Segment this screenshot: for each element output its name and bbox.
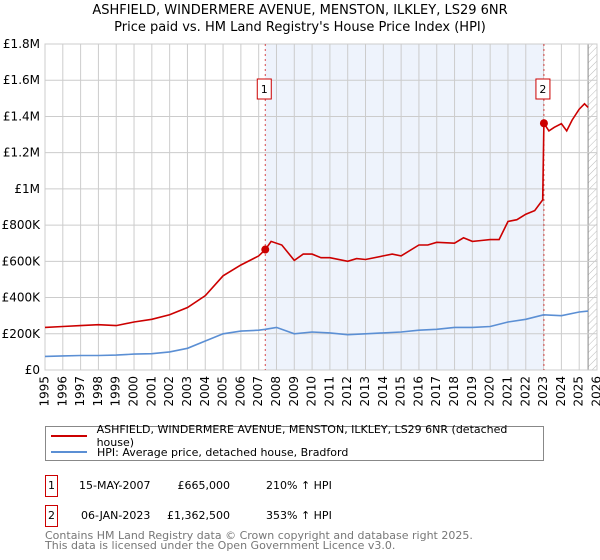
x-tick-label: 2011 [322, 376, 336, 407]
transaction-date: 15-MAY-2007 [79, 479, 151, 492]
sale-label-box [256, 78, 272, 100]
x-tick-label: 2009 [287, 376, 301, 407]
x-tick-label: 1998 [91, 376, 105, 407]
sale-label: 2 [539, 83, 546, 96]
y-tick-label: £1M [14, 182, 40, 196]
x-tick-label: 2018 [447, 376, 461, 407]
x-tick-label: 2016 [411, 376, 425, 407]
y-tick-label: £600K [2, 254, 42, 268]
transaction-price: £665,000 [177, 479, 231, 492]
x-tick-label: 1997 [73, 376, 87, 407]
y-tick-label: £1.4M [3, 109, 40, 123]
legend-label-hpi: HPI: Average price, detached house, Brad… [97, 445, 349, 459]
x-tick-label: 1999 [109, 376, 123, 407]
transaction-hpi: 210% ↑ HPI [266, 479, 332, 492]
chart-subtitle: Price paid vs. HM Land Registry's House … [114, 20, 486, 35]
plot-frame [44, 43, 598, 371]
sale-point [261, 245, 270, 254]
property-price-line [44, 102, 589, 329]
price-chart: 1995 1996 1997 1998 1999 2000 2001 2002 2003 2004… [2, 37, 600, 407]
legend-item-property: ASHFIELD, WINDERMERE AVENUE, MENSTON, IL… [46, 423, 543, 449]
x-tick-label: 2022 [518, 376, 532, 407]
x-tick-label: 2012 [340, 376, 354, 407]
x-tick-label: 2005 [216, 376, 230, 407]
sale-point [539, 119, 548, 128]
sale-label-box [535, 78, 551, 100]
transaction-badge: 2 [45, 505, 58, 527]
chart-title: ASHFIELD, WINDERMERE AVENUE, MENSTON, IL… [92, 3, 508, 18]
sale-label: 1 [261, 83, 268, 96]
legend-item-hpi: HPI: Average price, detached house, Brad… [46, 444, 348, 460]
x-tick-label: 2000 [127, 376, 141, 407]
x-tick-label: 2015 [394, 376, 408, 407]
transaction-date: 06-JAN-2023 [81, 509, 151, 522]
x-tick-label: 2020 [483, 376, 497, 407]
transaction-price: £1,362,500 [167, 509, 230, 522]
x-tick-label: 2025 [572, 376, 586, 407]
transaction-hpi: 353% ↑ HPI [266, 509, 332, 522]
y-tick-label: £1.6M [3, 73, 40, 87]
footer-licence: This data is licensed under the Open Gov… [45, 539, 396, 552]
x-tick-label: 2001 [144, 376, 158, 407]
x-tick-label: 2023 [536, 376, 550, 407]
x-tick-label: 2007 [251, 376, 265, 407]
footer-copyright: Contains HM Land Registry data © Crown c… [45, 529, 473, 542]
y-tick-label: £800K [2, 218, 42, 232]
forecast-hatch [588, 44, 597, 370]
x-tick-label: 2014 [376, 376, 390, 407]
hpi-line [44, 310, 589, 358]
x-tick-label: 2004 [198, 376, 212, 407]
x-tick-label: 2017 [429, 376, 443, 407]
legend-swatch-hpi [51, 451, 87, 453]
x-tick-label: 2008 [269, 376, 283, 407]
y-tick-label: £0 [25, 363, 40, 377]
x-tick-label: 2024 [554, 376, 568, 407]
y-tick-label: £200K [2, 327, 42, 341]
footer: Contains HM Land Registry data © Crown c… [45, 529, 473, 552]
x-tick-label: 2006 [233, 376, 247, 407]
legend-label-property: ASHFIELD, WINDERMERE AVENUE, MENSTON, IL… [96, 423, 508, 449]
x-tick-label: 2019 [465, 376, 479, 407]
x-tick-label: 1995 [38, 376, 52, 407]
y-tick-label: £400K [2, 291, 42, 305]
x-tick-label: 2013 [358, 376, 372, 407]
x-tick-label: 2002 [162, 376, 176, 407]
legend-swatch-property [51, 435, 87, 437]
x-tick-label: 2003 [180, 376, 194, 407]
legend: ASHFIELD, WINDERMERE AVENUE, MENSTON, IL… [45, 423, 544, 461]
y-tick-label: £1.8M [3, 37, 40, 51]
x-tick-label: 2026 [590, 376, 600, 407]
x-tick-label: 1996 [55, 376, 69, 407]
sale-period-shade [265, 44, 544, 370]
x-tick-label: 2021 [500, 376, 514, 407]
y-tick-label: £1.2M [3, 146, 40, 160]
x-tick-label: 2010 [305, 376, 319, 407]
transaction-badge: 1 [45, 475, 58, 497]
